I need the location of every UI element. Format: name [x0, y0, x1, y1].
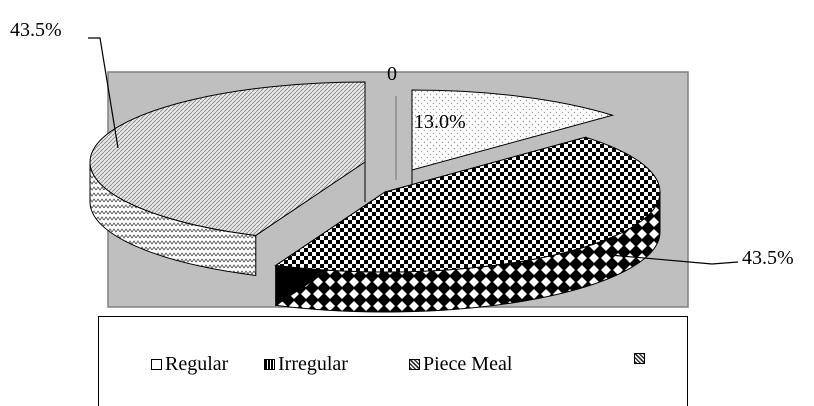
data-label: 0 — [387, 63, 397, 85]
legend-label: Regular — [165, 353, 229, 375]
legend-swatch — [409, 359, 420, 370]
legend-item: Regular — [151, 353, 228, 376]
legend-swatch — [151, 359, 162, 370]
legend-swatch — [634, 353, 645, 364]
leader-line — [88, 37, 119, 149]
legend-item: Irregular — [264, 353, 348, 376]
data-label: 43.5% — [10, 19, 62, 41]
legend-item: Piece Meal — [409, 353, 512, 376]
legend-label: Piece Meal — [423, 353, 513, 375]
legend: Regular Irregular Piece Meal — [98, 316, 688, 406]
pie-slice-unlabeled — [89, 81, 366, 276]
legend-item — [634, 353, 648, 364]
legend-swatch — [264, 359, 275, 370]
pie-slice-piece-meal — [274, 136, 661, 313]
leader-line — [609, 254, 739, 265]
legend-label: Irregular — [278, 353, 348, 375]
data-label: 43.5% — [742, 247, 794, 269]
data-label: 13.0% — [414, 111, 466, 133]
